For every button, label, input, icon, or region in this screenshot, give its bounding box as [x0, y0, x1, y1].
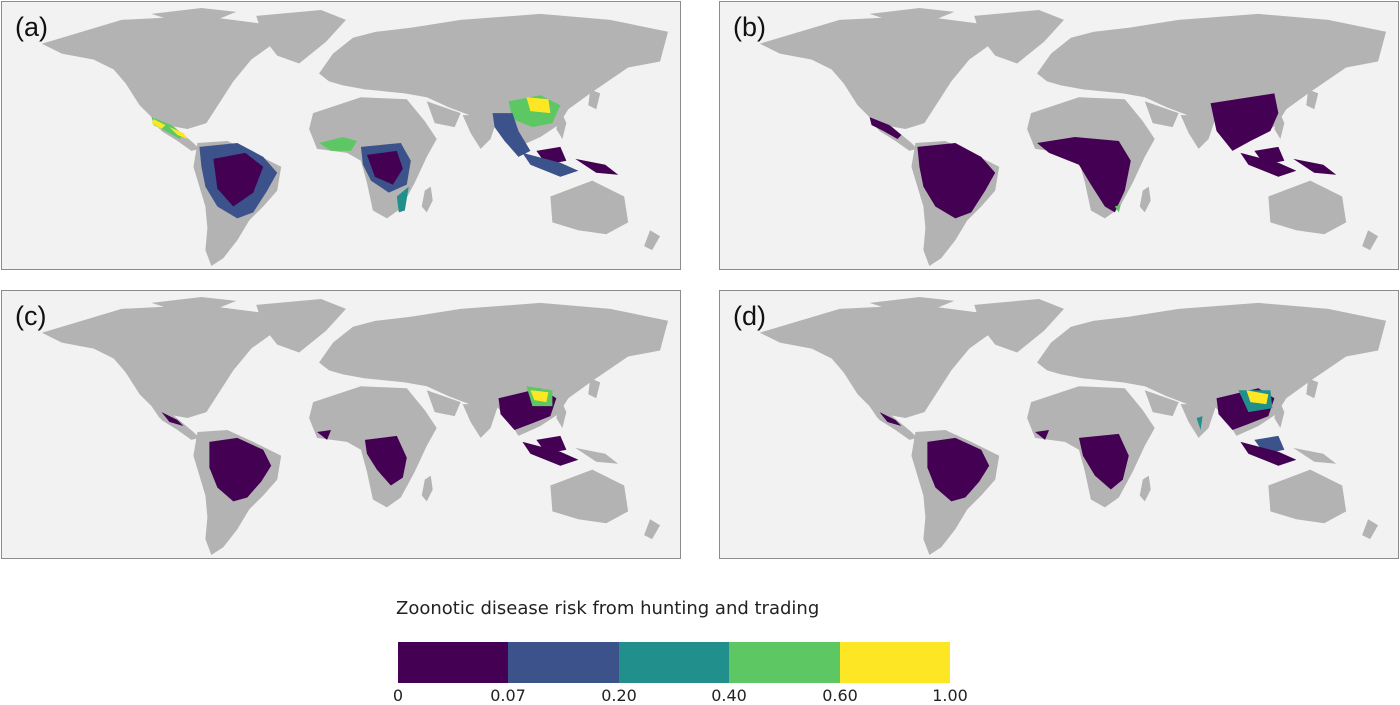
- legend-swatch: [839, 642, 950, 683]
- legend-swatch: [508, 642, 619, 683]
- panel-label-d: (d): [733, 301, 766, 331]
- legend-tick: 0: [392, 686, 404, 705]
- map-panel-b: (b): [719, 1, 1399, 270]
- risk-overlay-d: [879, 388, 1297, 502]
- legend-tick: 0.60: [822, 686, 858, 705]
- panel-label-c: (c): [15, 301, 47, 331]
- risk-overlay-b: [869, 93, 1337, 219]
- panel-label-a: (a): [15, 12, 48, 42]
- map-panel-d: (d): [719, 290, 1399, 559]
- risk-overlay-a: [151, 95, 619, 219]
- world-map-c: [41, 296, 669, 556]
- legend-tick: 0.40: [711, 686, 747, 705]
- legend-tick: 0.07: [490, 686, 526, 705]
- legend-color-bar: [398, 642, 950, 683]
- map-panel-a: (a): [1, 1, 681, 270]
- legend-title: Zoonotic disease risk from hunting and t…: [396, 598, 820, 619]
- legend-tick: 1.00: [932, 686, 968, 705]
- world-map-a: [41, 7, 669, 267]
- legend-swatch: [618, 642, 730, 683]
- legend-swatch: [398, 642, 509, 683]
- risk-overlay-c: [161, 386, 579, 502]
- panel-label-b: (b): [733, 12, 766, 42]
- world-map-d: [759, 296, 1387, 556]
- legend-swatch: [729, 642, 840, 683]
- legend-tick: 0.20: [601, 686, 637, 705]
- world-map-b: [759, 7, 1387, 267]
- map-panel-c: (c): [1, 290, 681, 559]
